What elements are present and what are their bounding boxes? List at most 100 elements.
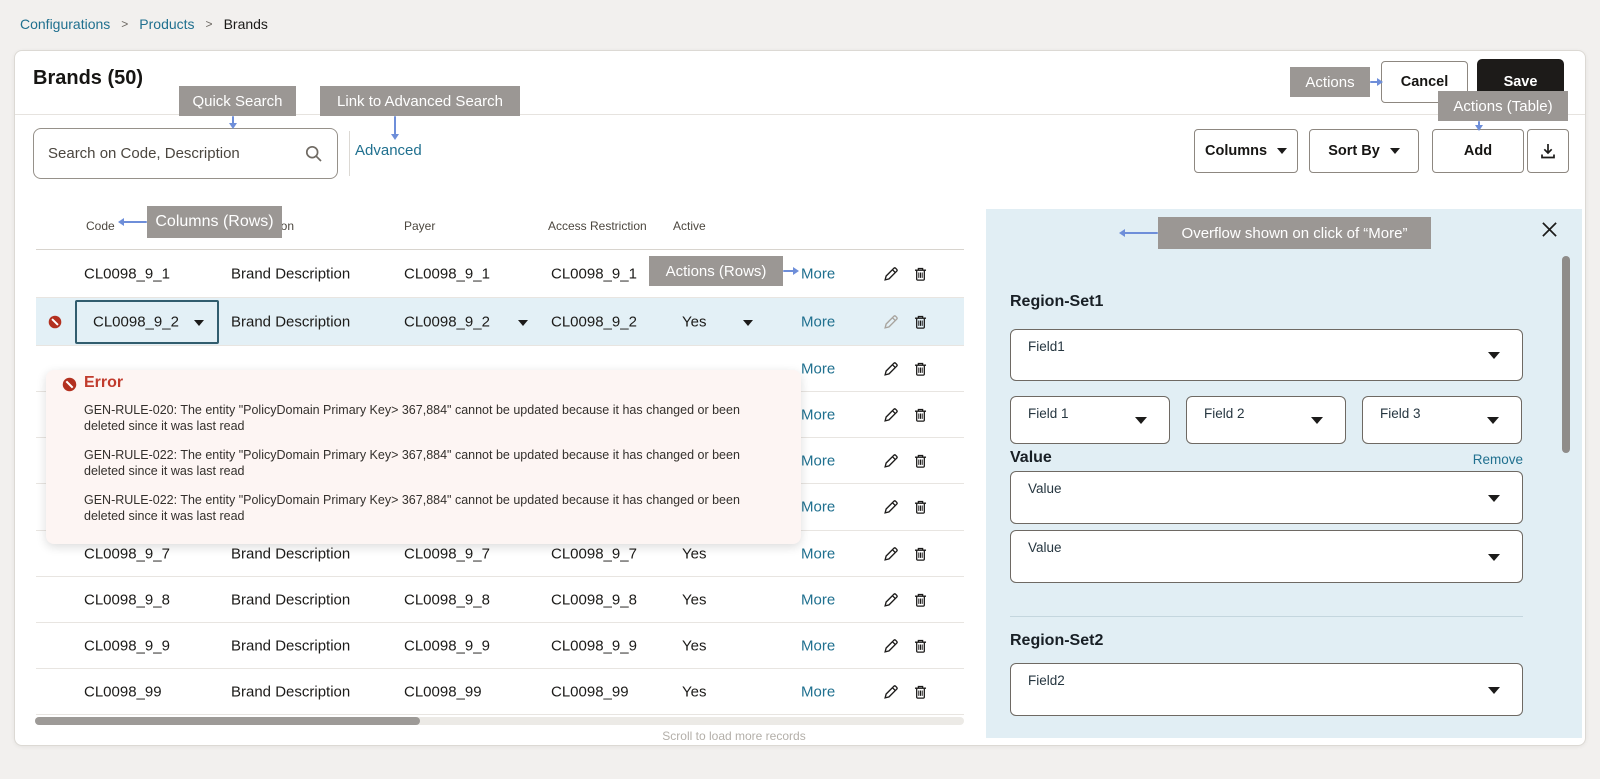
- table-row[interactable]: CL0098_9_8 Brand Description CL0098_9_8 …: [36, 577, 964, 623]
- overflow-panel: Region-Set1 Field1 Field 1 Field 2 Field…: [986, 209, 1582, 738]
- annotation-arrow: [394, 116, 396, 135]
- more-link[interactable]: More: [801, 406, 836, 423]
- advanced-search-link[interactable]: Advanced: [355, 142, 422, 159]
- breadcrumb-separator: >: [121, 17, 129, 31]
- edit-pencil-icon[interactable]: [882, 683, 900, 701]
- annotation-arrow: [1370, 81, 1378, 83]
- payer-dropdown-icon[interactable]: [518, 319, 528, 326]
- delete-trash-icon[interactable]: [912, 591, 929, 609]
- annotation-arrow: [793, 266, 799, 275]
- delete-trash-icon[interactable]: [912, 545, 929, 563]
- breadcrumb-configurations[interactable]: Configurations: [20, 16, 111, 32]
- more-link[interactable]: More: [801, 683, 836, 700]
- cell-description: Brand Description: [231, 683, 351, 700]
- scroll-hint: Scroll to load more records: [662, 729, 806, 743]
- sort-by-button-label: Sort By: [1328, 143, 1380, 159]
- edit-pencil-icon[interactable]: [882, 498, 900, 516]
- cell-code: CL0098_9_9: [84, 637, 170, 654]
- error-message: GEN-RULE-022: The entity "PolicyDomain P…: [84, 493, 740, 523]
- value2-dropdown[interactable]: Value: [1010, 530, 1523, 583]
- column-header-access-restriction[interactable]: Access Restriction: [548, 219, 647, 233]
- cell-payer: CL0098_9_1: [404, 265, 490, 282]
- more-link[interactable]: More: [801, 265, 836, 282]
- cell-code: CL0098_9_1: [84, 265, 170, 282]
- cell-payer: CL0098_9_7: [404, 545, 490, 562]
- table-row-selected[interactable]: CL0098_9_2 Brand Description CL0098_9_2 …: [36, 298, 964, 346]
- column-header-payer[interactable]: Payer: [404, 219, 436, 233]
- active-dropdown-icon[interactable]: [743, 319, 753, 326]
- remove-link[interactable]: Remove: [1472, 452, 1523, 467]
- subfield2-dropdown[interactable]: Field 2: [1186, 396, 1346, 444]
- cell-payer: CL0098_9_9: [404, 637, 490, 654]
- subfield3-dropdown[interactable]: Field 3: [1362, 396, 1522, 444]
- breadcrumb-separator: >: [205, 17, 213, 31]
- more-link[interactable]: More: [801, 591, 836, 608]
- delete-trash-icon[interactable]: [912, 360, 929, 378]
- more-link[interactable]: More: [801, 545, 836, 562]
- sort-by-button[interactable]: Sort By: [1309, 129, 1419, 173]
- more-link[interactable]: More: [801, 498, 836, 516]
- delete-trash-icon[interactable]: [912, 683, 929, 701]
- annotation-quick-search: Quick Search: [179, 86, 296, 116]
- search-input[interactable]: [48, 129, 298, 178]
- cell-payer: CL0098_9_2: [404, 313, 490, 330]
- column-header-active[interactable]: Active: [673, 219, 706, 233]
- download-button[interactable]: [1527, 129, 1569, 173]
- edit-pencil-icon[interactable]: [882, 452, 900, 470]
- edit-pencil-icon[interactable]: [882, 545, 900, 563]
- subfield1-label: Field 1: [1028, 406, 1069, 421]
- table-row[interactable]: CL0098_99 Brand Description CL0098_99 CL…: [36, 669, 964, 715]
- field1-dropdown[interactable]: Field1: [1010, 329, 1523, 381]
- annotation-arrow: [1119, 228, 1125, 237]
- chevron-down-icon: [1488, 352, 1500, 359]
- cell-description: Brand Description: [231, 591, 351, 608]
- code-editor-dropdown[interactable]: CL0098_9_2: [75, 300, 219, 344]
- delete-trash-icon[interactable]: [912, 637, 929, 655]
- close-icon[interactable]: [1541, 221, 1558, 238]
- more-link[interactable]: More: [801, 313, 836, 330]
- column-header-code[interactable]: Code: [86, 219, 115, 233]
- quick-search-box[interactable]: [33, 128, 338, 179]
- edit-pencil-icon[interactable]: [882, 591, 900, 609]
- cell-access-restriction: CL0098_9_1: [551, 265, 637, 282]
- annotation-arrow: [123, 221, 147, 223]
- delete-trash-icon[interactable]: [912, 452, 929, 470]
- edit-pencil-icon[interactable]: [882, 360, 900, 378]
- edit-pencil-icon[interactable]: [882, 406, 900, 424]
- chevron-down-icon: [1488, 494, 1500, 502]
- annotation-arrow: [783, 270, 794, 272]
- edit-pencil-icon[interactable]: [882, 265, 900, 283]
- delete-trash-icon[interactable]: [912, 498, 929, 516]
- delete-trash-icon[interactable]: [912, 265, 929, 283]
- download-icon: [1538, 141, 1558, 161]
- more-link[interactable]: More: [801, 452, 836, 469]
- delete-trash-icon[interactable]: [912, 313, 929, 331]
- cell-access-restriction: CL0098_9_9: [551, 637, 637, 654]
- value1-dropdown[interactable]: Value: [1010, 471, 1523, 524]
- annotation-arrow: [1478, 121, 1480, 126]
- horizontal-scrollbar-track[interactable]: [35, 717, 964, 725]
- cell-access-restriction: CL0098_9_8: [551, 591, 637, 608]
- subfield1-dropdown[interactable]: Field 1: [1010, 396, 1170, 444]
- edit-pencil-icon[interactable]: [882, 637, 900, 655]
- breadcrumb-products[interactable]: Products: [139, 16, 195, 32]
- chevron-down-icon: [1487, 417, 1499, 424]
- chevron-down-icon: [1135, 417, 1147, 424]
- more-link[interactable]: More: [801, 637, 836, 654]
- columns-button[interactable]: Columns: [1194, 129, 1298, 173]
- cell-code: CL0098_9_2: [93, 313, 179, 331]
- table-row[interactable]: CL0098_9_1 Brand Description CL0098_9_1 …: [36, 250, 964, 298]
- chevron-down-icon: [1488, 553, 1500, 561]
- delete-trash-icon[interactable]: [912, 406, 929, 424]
- error-icon: [62, 377, 77, 392]
- brands-card: Brands (50) Cancel Save Advanced Columns…: [14, 50, 1586, 746]
- vertical-scrollbar-thumb[interactable]: [1562, 256, 1570, 453]
- table-row[interactable]: CL0098_9_9 Brand Description CL0098_9_9 …: [36, 623, 964, 669]
- cell-description: Brand Description: [231, 545, 351, 562]
- horizontal-scrollbar-thumb[interactable]: [35, 717, 420, 725]
- annotation-columns-rows: Columns (Rows): [147, 206, 282, 238]
- more-link[interactable]: More: [801, 360, 836, 377]
- field2-dropdown[interactable]: Field2: [1010, 663, 1523, 716]
- add-button[interactable]: Add: [1432, 129, 1524, 173]
- annotation-actions: Actions: [1290, 67, 1370, 97]
